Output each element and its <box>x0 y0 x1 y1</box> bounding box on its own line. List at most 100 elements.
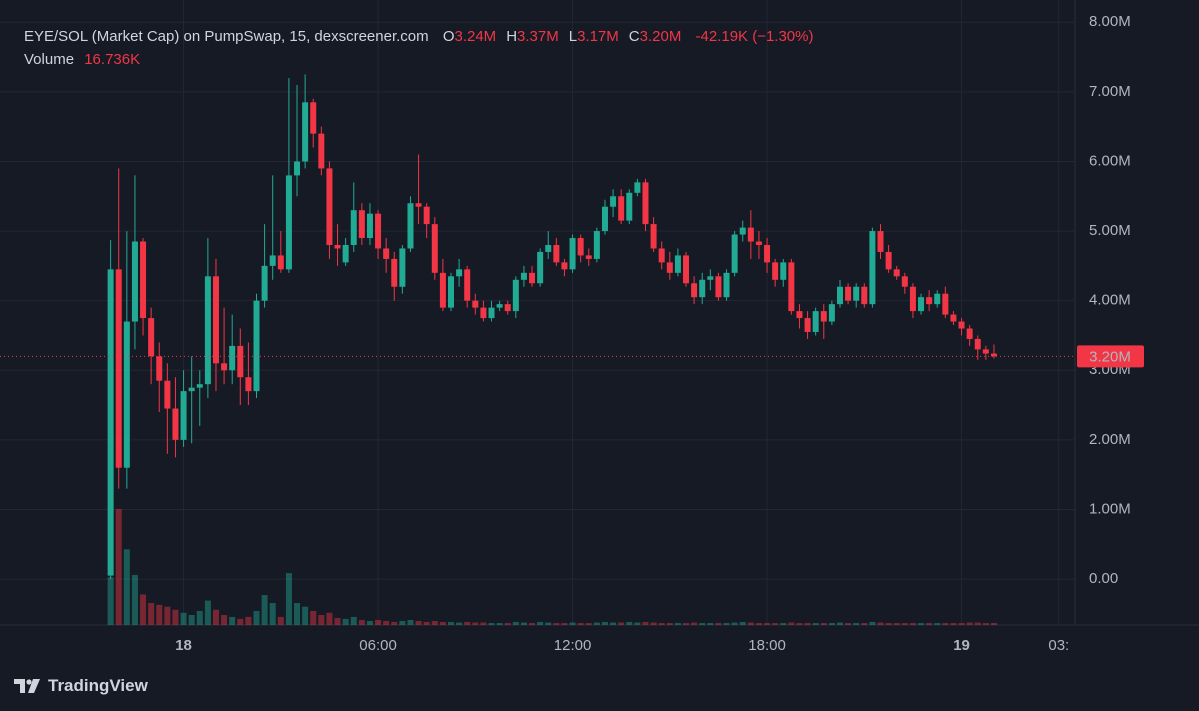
candle-body <box>366 213 373 239</box>
candle-body <box>310 102 317 134</box>
candle-body <box>650 224 657 249</box>
candle-body <box>245 377 252 392</box>
legend-line: EYE/SOL (Market Cap) on PumpSwap, 15, de… <box>24 28 814 45</box>
volume-bar <box>804 623 811 625</box>
candle-body <box>415 203 422 207</box>
candle-body <box>585 255 592 259</box>
candle-body <box>577 238 584 256</box>
volume-bar <box>626 621 633 625</box>
ohlc-label: O <box>442 28 455 45</box>
volume-bar <box>553 623 560 625</box>
candle-body <box>261 265 268 301</box>
volume-bar <box>196 610 203 625</box>
volume-bar <box>456 622 463 625</box>
candle-body <box>772 262 779 280</box>
candle-body <box>464 269 471 301</box>
candle-body <box>699 279 706 298</box>
candle-body <box>277 255 284 270</box>
volume-bar <box>812 623 819 625</box>
volume-bar <box>407 619 414 625</box>
candle-body <box>383 248 390 259</box>
volume-legend: Volume 16.736K <box>24 51 140 68</box>
y-tick-label: 7.00M <box>1089 83 1131 100</box>
volume-bar <box>212 609 219 625</box>
candle-body <box>634 182 641 193</box>
volume-bar <box>780 623 787 625</box>
candle-body <box>869 231 876 305</box>
volume-bar <box>869 621 876 625</box>
last-price-label: 3.20M <box>1089 348 1131 365</box>
volume-bar <box>877 622 884 625</box>
candle-body <box>569 238 576 270</box>
volume-bar <box>966 622 973 625</box>
candle-body <box>269 255 276 266</box>
candle-body <box>658 248 665 263</box>
candle-body <box>545 244 552 252</box>
candle-body <box>221 363 228 371</box>
volume-bar <box>472 622 479 625</box>
volume-bar <box>772 623 779 625</box>
candle-body <box>901 276 908 287</box>
volume-bar <box>342 618 349 625</box>
y-tick-label: 4.00M <box>1089 292 1131 309</box>
volume-bar <box>666 623 673 625</box>
volume-bar <box>245 616 252 625</box>
candle-body <box>715 276 722 298</box>
candle-body <box>520 272 527 280</box>
candle-body <box>828 304 835 322</box>
candle-body <box>601 206 608 232</box>
ohlc-value: 3.24M <box>454 28 497 45</box>
candle-body <box>204 276 211 385</box>
volume-bar <box>788 622 795 625</box>
volume-bar <box>593 622 600 625</box>
candle-body <box>593 231 600 259</box>
volume-bar <box>431 620 438 625</box>
volume-bar <box>399 620 406 625</box>
x-tick-label: 06:00 <box>359 637 397 654</box>
volume-bar <box>545 622 552 625</box>
candle-body <box>537 251 544 284</box>
volume-bar <box>642 621 649 625</box>
candle-body <box>666 262 673 273</box>
volume-bar <box>310 610 317 625</box>
candle-body <box>796 311 803 319</box>
candle-body <box>990 353 997 357</box>
candle-body <box>764 244 771 263</box>
candle-body <box>302 102 309 162</box>
y-tick-label: 6.00M <box>1089 152 1131 169</box>
candle-body <box>504 304 511 312</box>
volume-bar <box>658 623 665 625</box>
brand-name: TradingView <box>48 676 148 695</box>
candle-body <box>350 210 357 245</box>
candle-body <box>861 286 868 305</box>
candle-body <box>123 321 130 468</box>
candle-body <box>318 133 325 169</box>
volume-bar <box>375 619 382 625</box>
candle-body <box>691 283 698 298</box>
candle-body <box>399 248 406 287</box>
candle-body <box>253 300 260 392</box>
volume-bar <box>285 573 292 625</box>
candle-body <box>885 251 892 270</box>
volume-bar <box>990 622 997 625</box>
volume-bar <box>277 616 284 625</box>
candle-body <box>229 345 236 371</box>
y-tick-label: 5.00M <box>1089 222 1131 239</box>
volume-bar <box>601 621 608 625</box>
candle-body <box>739 227 746 235</box>
x-tick-label: 03: <box>1048 637 1069 654</box>
candle-body <box>926 297 933 305</box>
volume-bar <box>164 606 171 625</box>
candle-body <box>747 227 754 242</box>
volume-bar <box>942 623 949 625</box>
candle-body <box>512 279 519 312</box>
volume-bar <box>439 621 446 625</box>
candle-body <box>683 255 690 284</box>
volume-bar <box>958 623 965 625</box>
volume-bar <box>415 620 422 625</box>
candle-body <box>472 300 479 308</box>
candle-body <box>488 307 495 319</box>
volume-bar <box>909 623 916 625</box>
